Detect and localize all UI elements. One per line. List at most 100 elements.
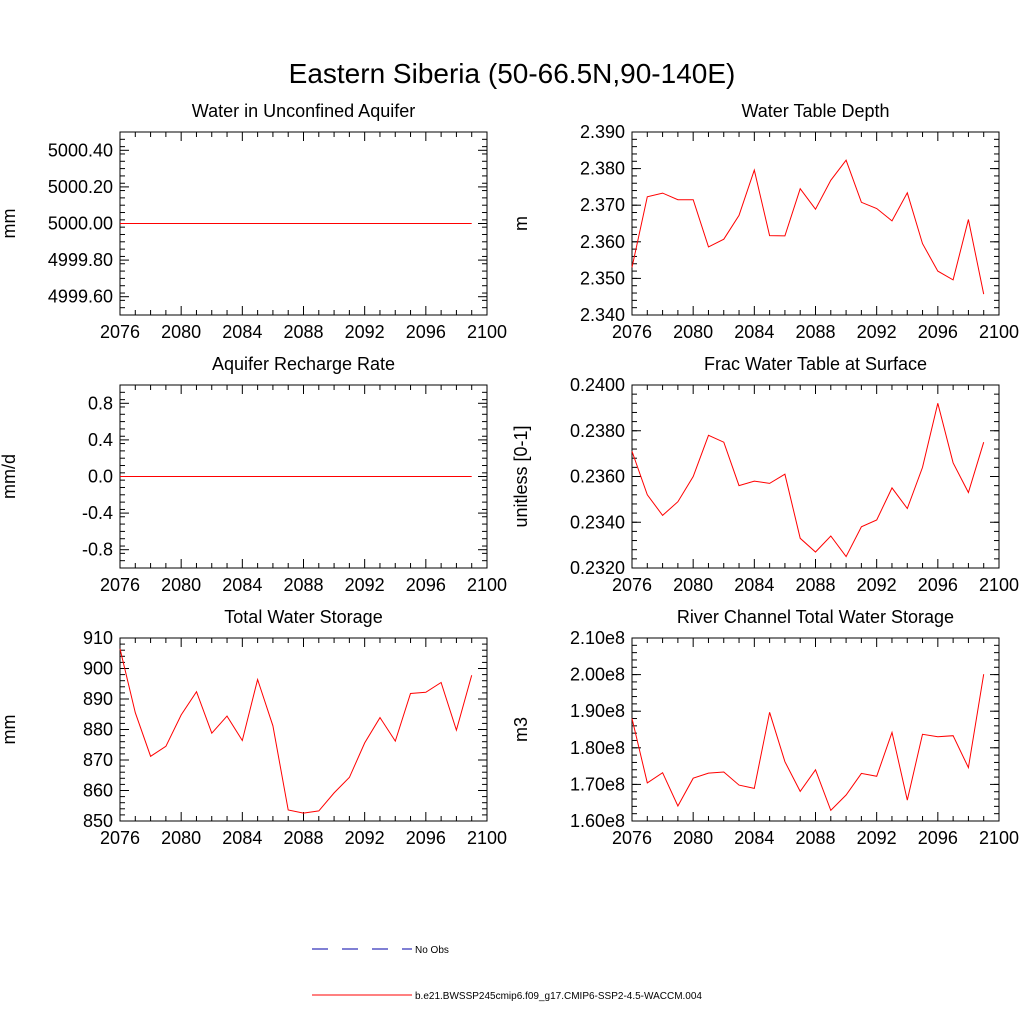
y-tick-label: 5000.20 (48, 177, 113, 197)
y-tick-label: 910 (83, 628, 113, 648)
x-tick-label: 2100 (467, 828, 507, 848)
x-tick-label: 2088 (795, 828, 835, 848)
panel-title: Frac Water Table at Surface (704, 354, 927, 374)
x-tick-label: 2080 (161, 575, 201, 595)
y-tick-label: 2.00e8 (570, 665, 625, 685)
x-tick-label: 2088 (283, 322, 323, 342)
x-tick-label: 2100 (979, 575, 1019, 595)
x-tick-label: 2084 (734, 828, 774, 848)
y-tick-label: 2.10e8 (570, 628, 625, 648)
y-tick-label: 0.2400 (570, 375, 625, 395)
y-tick-label: 2.350 (580, 268, 625, 288)
x-tick-label: 2096 (406, 575, 446, 595)
x-tick-label: 2096 (918, 575, 958, 595)
x-tick-label: 2084 (734, 322, 774, 342)
legend: No Obs b.e21.BWSSP245cmip6.f09_g17.CMIP6… (312, 945, 702, 1002)
x-tick-label: 2080 (673, 575, 713, 595)
y-axis-label: m3 (511, 717, 531, 742)
x-tick-label: 2080 (161, 828, 201, 848)
y-axis-label: m (511, 216, 531, 231)
y-tick-label: 1.80e8 (570, 738, 625, 758)
panel-title: River Channel Total Water Storage (677, 607, 954, 627)
chart-panel-2: Water Table Depth m 2076 2080 2084 2088 2092 20… (511, 101, 1019, 342)
y-tick-label: 1.90e8 (570, 701, 625, 721)
plot-frame (631, 637, 1000, 822)
x-tick-label: 2088 (795, 575, 835, 595)
x-tick-label: 2088 (795, 322, 835, 342)
x-tick-label: 2084 (734, 575, 774, 595)
y-tick-label: 0.0 (88, 467, 113, 487)
panel-title: Total Water Storage (224, 607, 382, 627)
y-axis-label: mm (0, 715, 19, 745)
x-tick-label: 2076 (612, 828, 652, 848)
panels: Water in Unconfined Aquifer mm 2076 2080 208… (0, 101, 1019, 848)
y-tick-label: -0.4 (82, 503, 113, 523)
x-tick-label: 2092 (345, 828, 385, 848)
y-tick-label: 900 (83, 659, 113, 679)
x-tick-label: 2080 (161, 322, 201, 342)
x-tick-label: 2100 (467, 575, 507, 595)
x-tick-label: 2080 (673, 322, 713, 342)
y-axis-label: unitless [0-1] (511, 425, 531, 527)
plot-frame (631, 384, 1000, 569)
y-tick-label: 0.8 (88, 393, 113, 413)
x-tick-label: 2088 (283, 575, 323, 595)
chart-panel-5: Total Water Storage mm 2076 2080 2084 2088 209… (0, 607, 507, 848)
legend-obs-label: No Obs (415, 945, 449, 956)
x-tick-label: 2096 (918, 828, 958, 848)
x-tick-label: 2084 (222, 575, 262, 595)
x-tick-label: 2080 (673, 828, 713, 848)
plot-frame (631, 131, 1000, 316)
chart-panel-1: Water in Unconfined Aquifer mm 2076 2080 208… (0, 101, 507, 342)
y-tick-label: -0.8 (82, 540, 113, 560)
plot-frame (119, 637, 488, 822)
x-tick-label: 2076 (100, 575, 140, 595)
y-tick-label: 850 (83, 811, 113, 831)
series-line (631, 674, 985, 812)
y-tick-label: 1.60e8 (570, 811, 625, 831)
x-tick-label: 2084 (222, 322, 262, 342)
y-tick-label: 4999.60 (48, 287, 113, 307)
x-tick-label: 2100 (979, 322, 1019, 342)
y-tick-label: 860 (83, 781, 113, 801)
y-tick-label: 0.2380 (570, 421, 625, 441)
x-tick-label: 2076 (100, 322, 140, 342)
y-tick-label: 890 (83, 689, 113, 709)
y-tick-label: 880 (83, 720, 113, 740)
x-tick-label: 2076 (612, 575, 652, 595)
chart-panel-4: Frac Water Table at Surface unitless [0-1… (511, 354, 1019, 595)
y-tick-label: 1.70e8 (570, 774, 625, 794)
panel-title: Water Table Depth (741, 101, 889, 121)
y-tick-label: 870 (83, 750, 113, 770)
x-tick-label: 2092 (857, 322, 897, 342)
panel-title: Aquifer Recharge Rate (212, 354, 395, 374)
chart-panel-3: Aquifer Recharge Rate mm/d 2076 2080 2084 208… (0, 354, 507, 595)
y-tick-label: 5000.40 (48, 140, 113, 160)
y-tick-label: 4999.80 (48, 250, 113, 270)
x-tick-label: 2092 (345, 575, 385, 595)
figure-title: Eastern Siberia (50-66.5N,90-140E) (289, 58, 736, 89)
x-tick-label: 2100 (979, 828, 1019, 848)
x-tick-label: 2088 (283, 828, 323, 848)
y-tick-label: 2.370 (580, 195, 625, 215)
y-tick-label: 0.2320 (570, 558, 625, 578)
y-tick-label: 0.2340 (570, 512, 625, 532)
x-tick-label: 2076 (100, 828, 140, 848)
y-tick-label: 0.2360 (570, 467, 625, 487)
x-tick-label: 2096 (406, 322, 446, 342)
y-tick-label: 2.340 (580, 305, 625, 325)
chart-panel-6: River Channel Total Water Storage m3 2076 2… (511, 607, 1019, 848)
y-tick-label: 0.4 (88, 430, 113, 450)
x-tick-label: 2100 (467, 322, 507, 342)
y-tick-label: 2.390 (580, 122, 625, 142)
x-tick-label: 2092 (345, 322, 385, 342)
x-tick-label: 2096 (918, 322, 958, 342)
x-tick-label: 2092 (857, 828, 897, 848)
y-axis-label: mm/d (0, 454, 19, 499)
y-tick-label: 2.360 (580, 232, 625, 252)
y-axis-label: mm (0, 209, 19, 239)
y-tick-label: 2.380 (580, 159, 625, 179)
panel-title: Water in Unconfined Aquifer (192, 101, 415, 121)
y-tick-label: 5000.00 (48, 214, 113, 234)
x-tick-label: 2076 (612, 322, 652, 342)
